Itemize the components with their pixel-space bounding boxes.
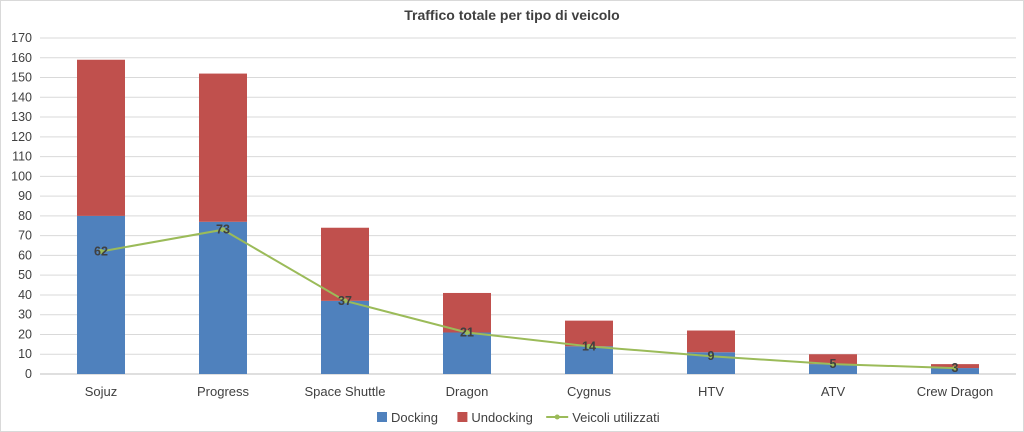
y-tick-label: 100 [11, 169, 32, 183]
y-tick-label: 160 [11, 51, 32, 65]
bar-docking [77, 215, 125, 374]
bar-undocking [199, 73, 247, 222]
y-tick-label: 40 [18, 288, 32, 302]
bar-docking [809, 364, 857, 374]
line-point [464, 329, 470, 335]
bar-undocking [565, 320, 613, 347]
y-tick-label: 70 [18, 229, 32, 243]
legend-label: Veicoli utilizzati [572, 410, 660, 425]
data-label: 62 [94, 244, 108, 258]
y-tick-label: 120 [11, 130, 32, 144]
data-label: 9 [708, 349, 715, 363]
x-tick-label: Crew Dragon [917, 384, 994, 399]
bar-undocking [687, 330, 735, 353]
bar-undocking [77, 59, 125, 216]
line-point [220, 227, 226, 233]
line-veicoli-utilizzati [100, 228, 956, 370]
line-point [98, 248, 104, 254]
legend-marker [554, 414, 560, 420]
y-axis: 0 10 20 30 40 50 60 70 80 90 100 110 120 130 140 150 160… [11, 31, 32, 381]
y-tick-label: 80 [18, 209, 32, 223]
y-tick-label: 90 [18, 189, 32, 203]
y-tick-label: 170 [11, 31, 32, 45]
y-tick-label: 10 [18, 347, 32, 361]
line-point [342, 298, 348, 304]
legend-swatch [377, 412, 387, 422]
line-point [952, 365, 958, 371]
bar-docking [443, 332, 491, 374]
y-tick-label: 30 [18, 308, 32, 322]
y-tick-label: 150 [11, 71, 32, 85]
chart-title: Traffico totale per tipo di veicolo [404, 7, 620, 23]
data-label: 5 [830, 357, 837, 371]
y-tick-label: 0 [25, 367, 32, 381]
data-labels: 62 73 37 21 14 9 5 3 [94, 223, 958, 375]
data-label: 73 [216, 223, 230, 237]
legend: Docking Undocking Veicoli utilizzati [377, 410, 660, 425]
gridlines [40, 37, 1016, 375]
data-label: 21 [460, 325, 474, 339]
bar-docking [321, 300, 369, 374]
line-point [708, 353, 714, 359]
data-label: 3 [952, 361, 959, 375]
x-tick-label: Progress [197, 384, 250, 399]
y-tick-label: 20 [18, 327, 32, 341]
x-tick-label: Cygnus [567, 384, 612, 399]
x-tick-label: Sojuz [85, 384, 118, 399]
line-point [830, 361, 836, 367]
bar-docking [931, 368, 979, 374]
line-series [98, 227, 958, 371]
x-axis: Sojuz Progress Space Shuttle Dragon Cygnus HT… [85, 384, 994, 399]
bar-undocking [321, 227, 369, 301]
y-tick-label: 110 [12, 150, 32, 164]
bar-undocking [443, 292, 491, 333]
y-tick-label: 140 [11, 90, 32, 104]
x-tick-label: Space Shuttle [305, 384, 386, 399]
line-point [586, 343, 592, 349]
legend-label: Docking [391, 410, 438, 425]
bar-docking [565, 346, 613, 374]
legend-label: Undocking [471, 410, 532, 425]
x-tick-label: HTV [698, 384, 724, 399]
data-label: 37 [338, 294, 352, 308]
bar-docking [199, 221, 247, 374]
x-tick-label: ATV [821, 384, 846, 399]
x-tick-label: Dragon [446, 384, 489, 399]
y-tick-label: 60 [18, 248, 32, 262]
bar-undocking [809, 354, 857, 365]
y-tick-label: 130 [11, 110, 32, 124]
data-label: 14 [582, 339, 596, 353]
legend-swatch [457, 412, 468, 422]
bars [77, 59, 979, 374]
y-tick-label: 50 [18, 268, 32, 282]
